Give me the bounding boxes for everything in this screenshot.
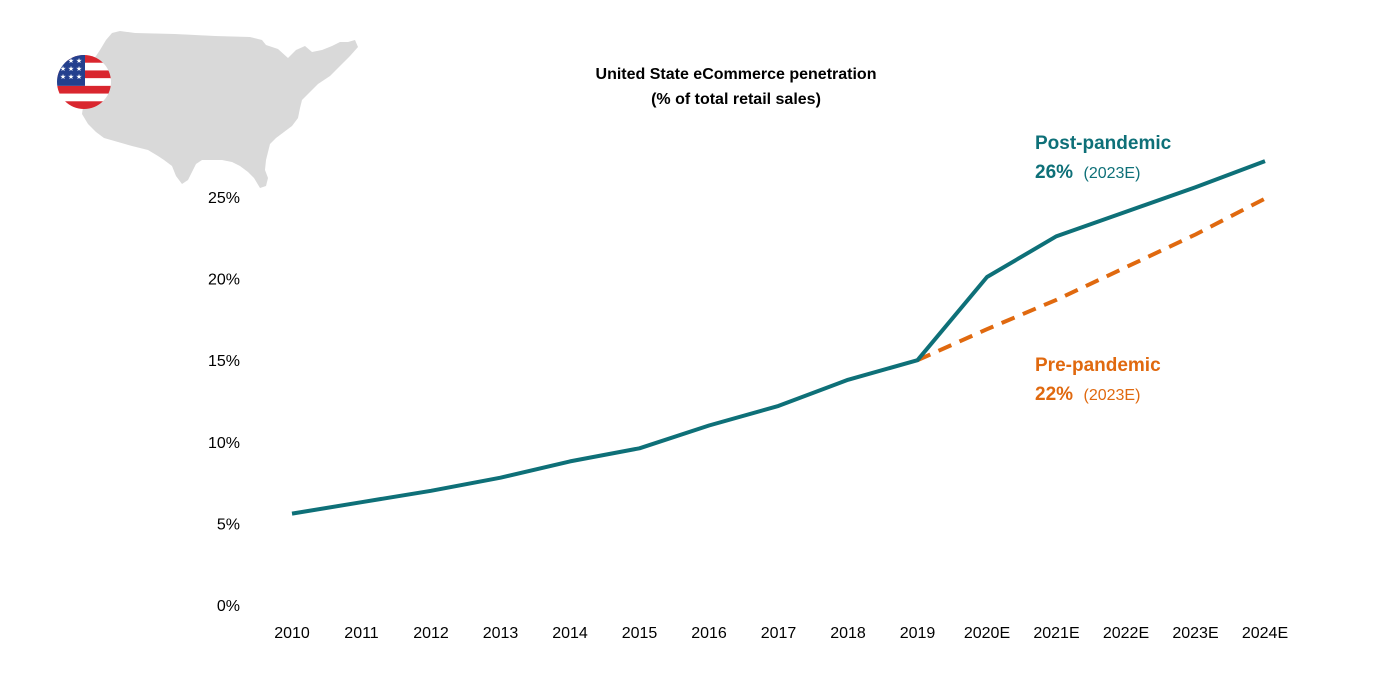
annotation-pre-pandemic-note: (2023E): [1083, 387, 1140, 404]
x-tick-label: 2010: [274, 625, 310, 642]
x-tick-label: 2022E: [1103, 625, 1149, 642]
svg-text:★: ★: [68, 57, 74, 65]
x-tick-label: 2021E: [1033, 625, 1079, 642]
svg-text:★: ★: [60, 65, 66, 73]
x-tick-label: 2013: [483, 625, 519, 642]
x-tick-label: 2024E: [1242, 625, 1288, 642]
annotation-post-pandemic: Post-pandemic 26% (2023E): [1035, 133, 1172, 183]
svg-text:★: ★: [76, 57, 82, 65]
chart-subtitle: (% of total retail sales): [651, 91, 821, 108]
x-tick-label: 2017: [761, 625, 797, 642]
svg-text:26% (2023E): 26% (2023E): [1035, 162, 1140, 183]
svg-text:★: ★: [76, 73, 82, 81]
x-tick-label: 2016: [691, 625, 727, 642]
series-line-pre-pandemic: [916, 196, 1266, 363]
plot-area: [291, 159, 1266, 516]
y-tick-label: 5%: [217, 516, 240, 533]
annotation-post-pandemic-value: 26%: [1035, 162, 1073, 183]
svg-text:★: ★: [76, 65, 82, 73]
y-axis: 0% 5% 10% 15% 20% 25%: [208, 190, 240, 615]
chart-title: United State eCommerce penetration: [596, 66, 877, 83]
y-tick-label: 15%: [208, 353, 240, 370]
svg-text:★: ★: [68, 73, 74, 81]
x-axis: 2010 2011 2012 2013 2014 2015 2016 2017 2018 2019…: [274, 625, 1288, 642]
x-tick-label: 2012: [413, 625, 449, 642]
svg-text:★: ★: [60, 57, 66, 65]
svg-text:★: ★: [60, 73, 66, 81]
usa-map-icon: [82, 31, 358, 188]
annotation-pre-pandemic-value: 22%: [1035, 384, 1073, 405]
series-line-post-pandemic: [291, 159, 1266, 516]
x-tick-label: 2019: [900, 625, 936, 642]
annotation-pre-pandemic-label: Pre-pandemic: [1035, 355, 1161, 376]
x-tick-label: 2014: [552, 625, 588, 642]
y-tick-label: 25%: [208, 190, 240, 207]
svg-text:★: ★: [68, 65, 74, 73]
annotation-post-pandemic-note: (2023E): [1083, 165, 1140, 182]
x-tick-label: 2015: [622, 625, 658, 642]
y-tick-label: 20%: [208, 272, 240, 289]
x-tick-label: 2020E: [964, 625, 1010, 642]
x-tick-label: 2011: [344, 625, 379, 642]
annotation-post-pandemic-label: Post-pandemic: [1035, 133, 1172, 154]
y-tick-label: 0%: [217, 598, 240, 615]
y-tick-label: 10%: [208, 435, 240, 452]
x-tick-label: 2018: [830, 625, 866, 642]
x-tick-label: 2023E: [1172, 625, 1218, 642]
annotation-pre-pandemic: Pre-pandemic 22% (2023E): [1035, 355, 1161, 405]
svg-text:22% (2023E): 22% (2023E): [1035, 384, 1140, 405]
